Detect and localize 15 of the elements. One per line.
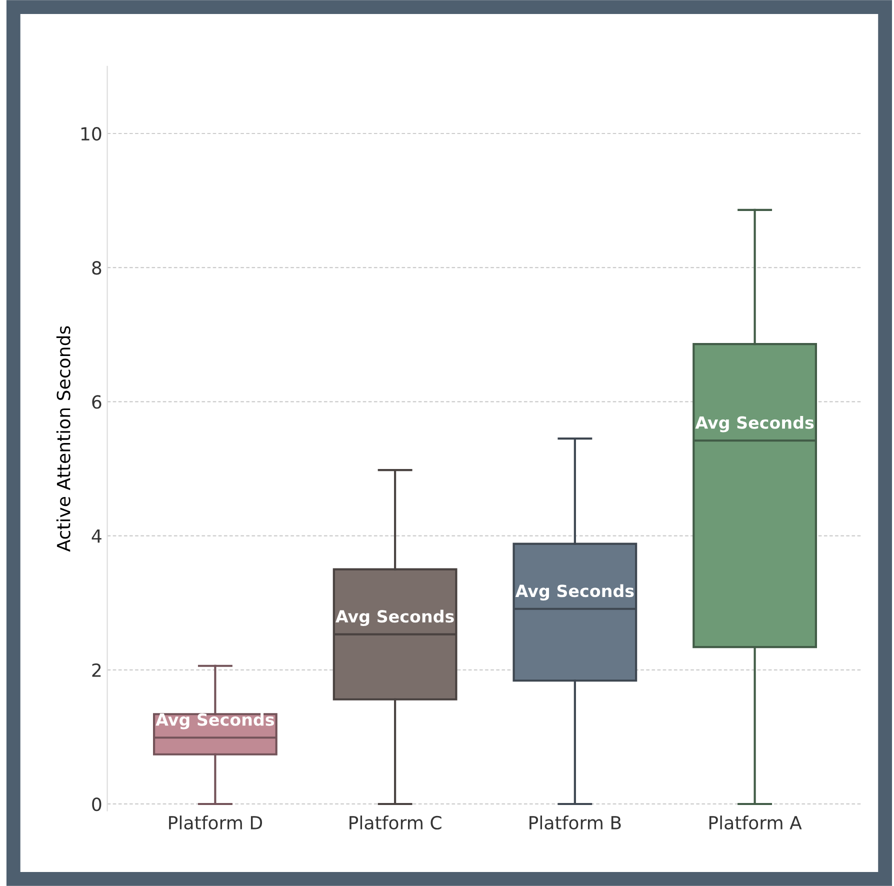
y-axis-title: Active Attention Seconds: [56, 326, 70, 552]
x-tick-label: Platform C: [350, 816, 442, 830]
y-tick-label: 4: [92, 529, 102, 543]
y-tick-label: 6: [92, 395, 102, 409]
annotation: Avg Seconds: [515, 584, 634, 601]
y-tick-label: 0: [92, 797, 102, 812]
x-tick-label: Platform B: [530, 816, 621, 830]
x-tick-label: Platform A: [709, 816, 802, 830]
y-tick-label: 10: [81, 126, 102, 141]
annotation: Avg Seconds: [695, 416, 814, 432]
y-tick-label: 8: [92, 261, 102, 275]
annotation: Avg Seconds: [156, 713, 274, 730]
y-tick-label: 2: [92, 663, 101, 677]
x-tick-label: Platform D: [169, 816, 262, 830]
annotation: Avg Seconds: [336, 610, 454, 626]
